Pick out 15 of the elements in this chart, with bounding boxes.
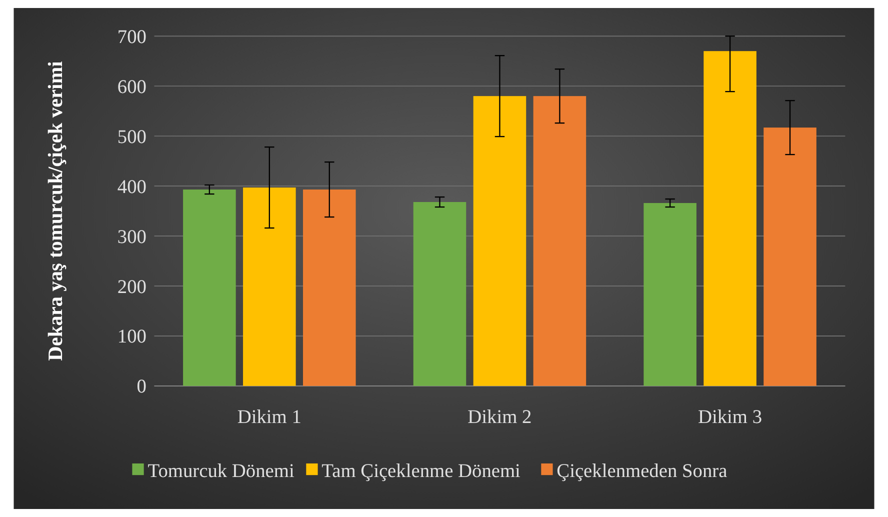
- y-tick-label: 300: [117, 226, 146, 248]
- y-tick-label: 400: [117, 176, 146, 198]
- y-axis-title: Dekara yaş tomurcuk/çiçek verimi: [45, 60, 68, 361]
- y-tick-label: 0: [136, 376, 146, 398]
- y-tick-label: 600: [117, 76, 146, 98]
- legend-label: Tomurcuk Dönemi: [148, 461, 295, 482]
- y-tick-label: 200: [117, 276, 146, 298]
- x-tick-label: Dikim 2: [468, 406, 532, 428]
- x-tick-label: Dikim 3: [698, 406, 762, 428]
- y-tick-label: 100: [117, 326, 146, 348]
- y-tick-label: 500: [117, 126, 146, 148]
- legend-label: Çiçeklenmeden Sonra: [556, 461, 728, 482]
- y-tick-label: 700: [117, 26, 146, 48]
- legend-label: Tam Çiçeklenme Dönemi: [322, 461, 522, 482]
- x-tick-label: Dikim 1: [237, 406, 302, 428]
